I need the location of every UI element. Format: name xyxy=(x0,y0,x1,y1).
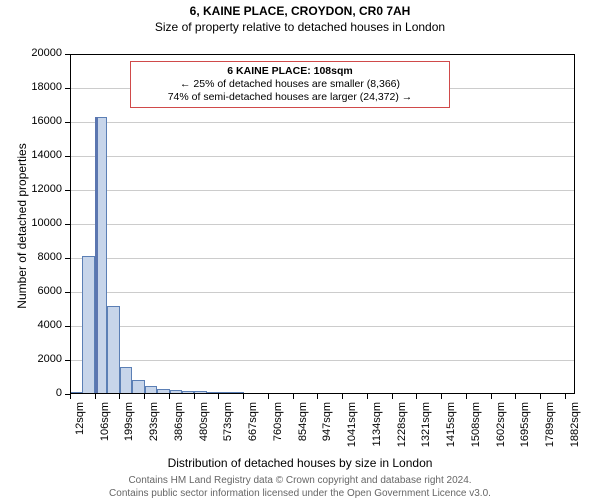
y-tick-mark xyxy=(65,292,70,293)
x-tick-label: 12sqm xyxy=(74,402,86,456)
y-tick-label: 18000 xyxy=(22,81,62,93)
y-tick-label: 16000 xyxy=(22,115,62,127)
x-tick-label: 573sqm xyxy=(222,402,234,456)
y-tick-mark xyxy=(65,224,70,225)
x-tick-label: 199sqm xyxy=(123,402,135,456)
x-tick-label: 1695sqm xyxy=(519,402,531,456)
x-tick-mark xyxy=(119,394,120,399)
x-tick-label: 293sqm xyxy=(148,402,160,456)
x-tick-label: 386sqm xyxy=(173,402,185,456)
y-tick-label: 14000 xyxy=(22,149,62,161)
footer: Contains HM Land Registry data © Crown c… xyxy=(0,475,600,500)
y-tick-label: 0 xyxy=(22,387,62,399)
x-tick-label: 947sqm xyxy=(321,402,333,456)
x-tick-mark xyxy=(95,394,96,399)
y-tick-mark xyxy=(65,360,70,361)
x-tick-mark xyxy=(466,394,467,399)
x-tick-mark xyxy=(441,394,442,399)
y-tick-mark xyxy=(65,190,70,191)
x-tick-mark xyxy=(540,394,541,399)
chart-container: 6, KAINE PLACE, CROYDON, CR0 7AH Size of… xyxy=(0,4,600,504)
y-tick-label: 10000 xyxy=(22,217,62,229)
x-tick-mark xyxy=(144,394,145,399)
info-line-1: 6 KAINE PLACE: 108sqm xyxy=(139,65,441,78)
x-tick-label: 1415sqm xyxy=(445,402,457,456)
x-tick-label: 106sqm xyxy=(99,402,111,456)
x-tick-label: 1602sqm xyxy=(495,402,507,456)
footer-line-1: Contains HM Land Registry data © Crown c… xyxy=(0,475,600,488)
x-axis-label: Distribution of detached houses by size … xyxy=(0,456,600,470)
info-line-2: ← 25% of detached houses are smaller (8,… xyxy=(139,78,441,91)
x-tick-mark xyxy=(293,394,294,399)
x-tick-mark xyxy=(218,394,219,399)
y-tick-label: 12000 xyxy=(22,183,62,195)
x-tick-mark xyxy=(515,394,516,399)
x-tick-mark xyxy=(392,394,393,399)
y-tick-mark xyxy=(65,156,70,157)
y-tick-mark xyxy=(65,258,70,259)
info-box: 6 KAINE PLACE: 108sqm ← 25% of detached … xyxy=(130,61,450,108)
y-tick-mark xyxy=(65,326,70,327)
y-tick-label: 8000 xyxy=(22,251,62,263)
x-tick-mark xyxy=(169,394,170,399)
info-line-3: 74% of semi-detached houses are larger (… xyxy=(139,91,441,104)
x-tick-label: 667sqm xyxy=(247,402,259,456)
x-tick-label: 1134sqm xyxy=(371,402,383,456)
chart-title: 6, KAINE PLACE, CROYDON, CR0 7AH xyxy=(0,4,600,18)
y-tick-label: 2000 xyxy=(22,353,62,365)
x-tick-label: 1789sqm xyxy=(544,402,556,456)
y-tick-mark xyxy=(65,54,70,55)
x-tick-label: 1228sqm xyxy=(396,402,408,456)
x-tick-label: 1321sqm xyxy=(420,402,432,456)
chart-subtitle: Size of property relative to detached ho… xyxy=(0,20,600,34)
x-tick-label: 480sqm xyxy=(198,402,210,456)
x-tick-mark xyxy=(367,394,368,399)
y-tick-label: 20000 xyxy=(22,47,62,59)
x-tick-label: 1882sqm xyxy=(569,402,581,456)
x-tick-mark xyxy=(416,394,417,399)
x-tick-mark xyxy=(70,394,71,399)
x-tick-mark xyxy=(243,394,244,399)
y-tick-mark xyxy=(65,122,70,123)
footer-line-2: Contains public sector information licen… xyxy=(0,488,600,501)
x-tick-mark xyxy=(268,394,269,399)
x-tick-mark xyxy=(317,394,318,399)
x-tick-label: 1508sqm xyxy=(470,402,482,456)
x-tick-mark xyxy=(491,394,492,399)
y-tick-label: 6000 xyxy=(22,285,62,297)
x-tick-mark xyxy=(565,394,566,399)
y-tick-label: 4000 xyxy=(22,319,62,331)
x-tick-label: 854sqm xyxy=(297,402,309,456)
x-tick-mark xyxy=(194,394,195,399)
x-tick-label: 1041sqm xyxy=(346,402,358,456)
x-tick-mark xyxy=(342,394,343,399)
y-tick-mark xyxy=(65,88,70,89)
x-tick-label: 760sqm xyxy=(272,402,284,456)
